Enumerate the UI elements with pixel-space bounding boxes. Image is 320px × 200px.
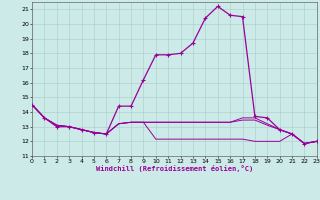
X-axis label: Windchill (Refroidissement éolien,°C): Windchill (Refroidissement éolien,°C) (96, 165, 253, 172)
